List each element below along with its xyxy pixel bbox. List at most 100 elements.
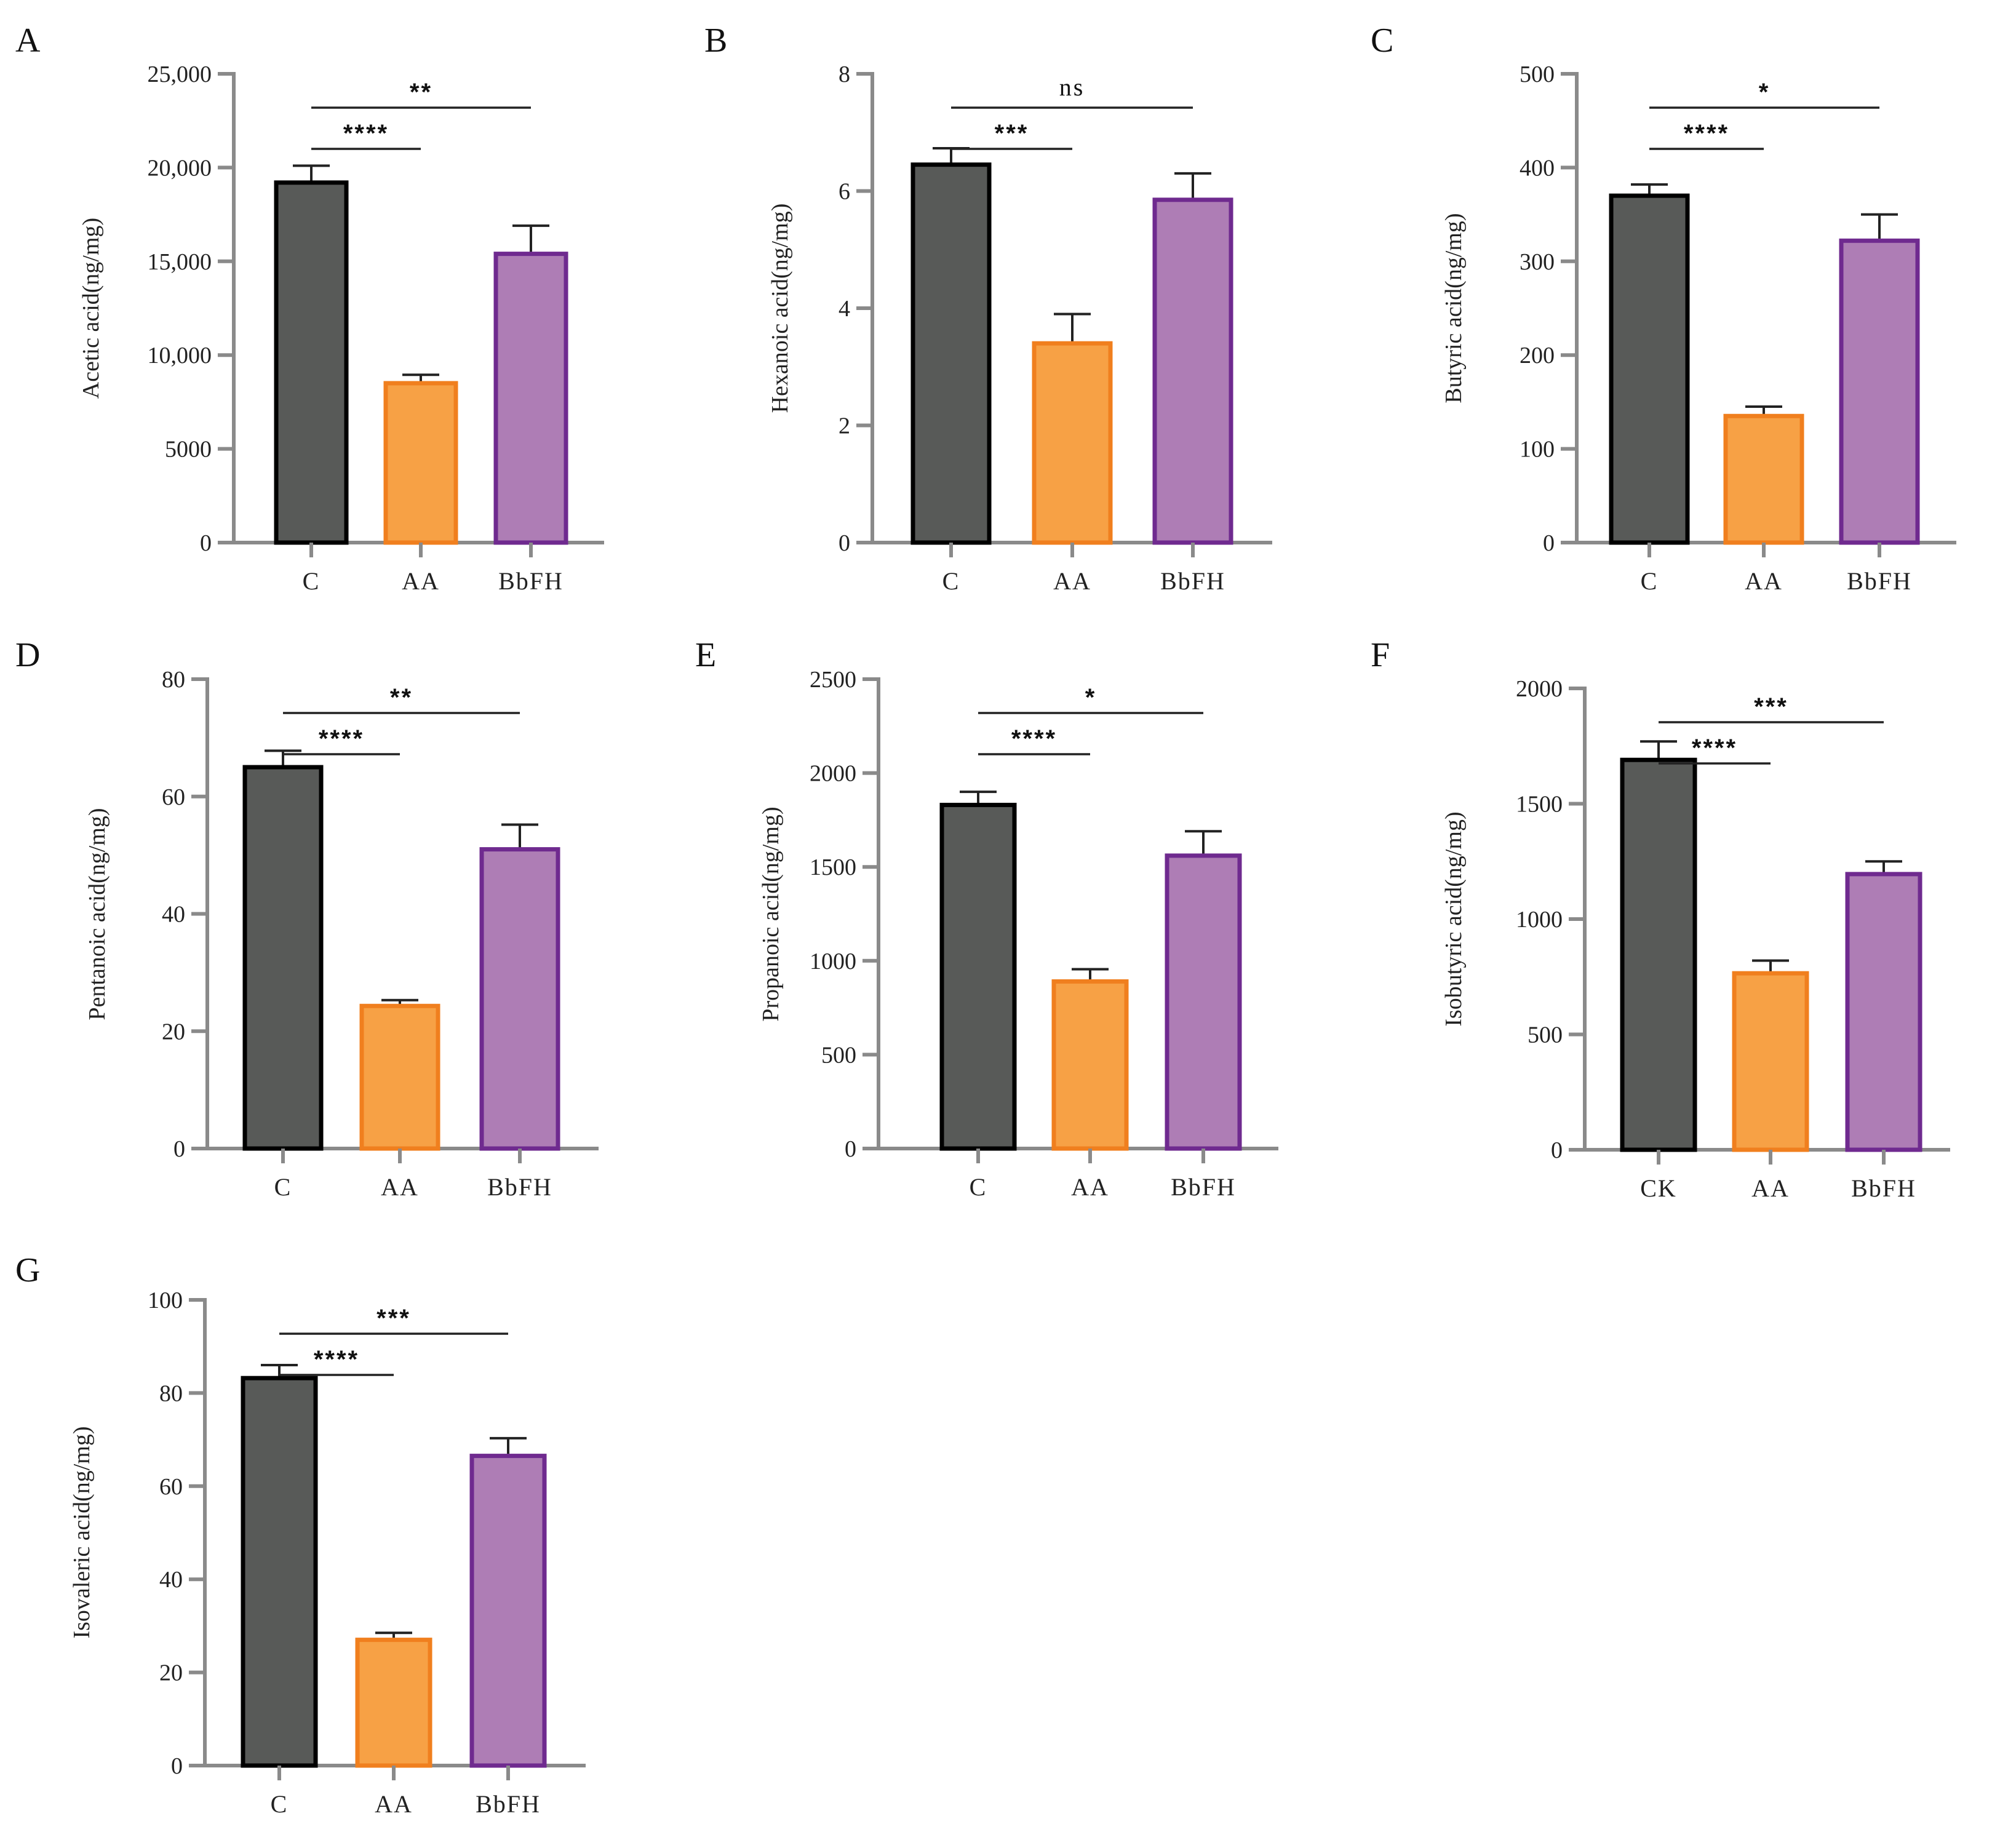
y-tick-label: 6 — [839, 179, 850, 205]
bar-bbfh — [1165, 853, 1242, 1151]
panel-letter: D — [15, 636, 40, 674]
panel-letter: C — [1371, 22, 1393, 60]
y-tick-label: 20,000 — [148, 155, 212, 181]
y-axis-title: Isovaleric acid(ng/mg) — [69, 1426, 95, 1638]
significance-label: **** — [314, 1346, 359, 1373]
y-tick-label: 0 — [1543, 530, 1555, 556]
y-tick-label: 500 — [1520, 62, 1555, 87]
x-tick-label: AA — [1053, 567, 1091, 595]
x-tick-label: AA — [375, 1790, 413, 1818]
significance-label: ** — [390, 684, 413, 711]
y-tick-label: 2500 — [810, 667, 856, 693]
x-tick-label: CK — [1640, 1174, 1677, 1202]
x-tick-label: C — [1641, 567, 1659, 595]
y-tick-label: 1000 — [810, 949, 856, 974]
y-tick-label: 2000 — [1516, 676, 1563, 702]
x-tick-label: AA — [402, 567, 440, 595]
y-tick-label: 400 — [1520, 155, 1555, 181]
bar-aa — [359, 1003, 440, 1151]
bar-bbfh — [469, 1454, 547, 1768]
bar-ck — [1620, 757, 1697, 1152]
y-tick-label: 15,000 — [148, 249, 212, 275]
significance-label: **** — [343, 120, 389, 147]
y-tick-label: 2 — [839, 413, 850, 439]
y-axis-title: Propanoic acid(ng/mg) — [758, 807, 784, 1021]
significance-label: **** — [1011, 725, 1057, 752]
x-tick-label: C — [271, 1790, 289, 1818]
panel-letter: A — [15, 22, 41, 60]
x-tick-label: BbFH — [476, 1790, 541, 1818]
bar-c — [274, 180, 349, 545]
y-axis-title: Hexanoic acid(ng/mg) — [767, 204, 793, 413]
bar-c — [910, 162, 992, 545]
panel-d: D 0 20 40 60 80 Pentanoic acid(ng/mg) C AA BbFH **… — [15, 636, 599, 1201]
y-tick-label: 100 — [148, 1288, 183, 1313]
significance-label: *** — [1754, 693, 1788, 720]
x-tick-label: C — [303, 567, 321, 595]
x-tick-label: BbFH — [487, 1173, 552, 1201]
panel-letter: B — [704, 22, 727, 60]
bar-c — [939, 802, 1017, 1151]
significance-label: * — [1759, 79, 1771, 106]
x-tick-label: AA — [1745, 567, 1783, 595]
y-axis-title: Acetic acid(ng/mg) — [78, 218, 104, 399]
bar-c — [241, 1376, 318, 1768]
y-tick-label: 80 — [162, 667, 185, 693]
y-tick-label: 25,000 — [148, 62, 212, 87]
y-tick-label: 40 — [162, 902, 185, 928]
x-tick-label: C — [274, 1173, 292, 1201]
y-tick-label: 500 — [1528, 1022, 1563, 1048]
y-tick-label: 1500 — [810, 854, 856, 880]
panel-c: C 0 100 200 300 400 500 Butyric acid(ng/mg) C AA B… — [1371, 22, 1956, 595]
y-tick-label: 1000 — [1516, 907, 1563, 933]
y-tick-label: 0 — [839, 530, 850, 556]
y-tick-label: 0 — [1551, 1137, 1563, 1163]
y-tick-label: 0 — [171, 1753, 183, 1779]
panel-e: E 0 500 1000 1500 2000 2500 Propanoic acid(ng/m… — [695, 636, 1278, 1201]
x-tick-label: C — [970, 1173, 987, 1201]
bar-aa — [355, 1638, 432, 1768]
x-tick-label: BbFH — [1171, 1173, 1236, 1201]
y-axis-title: Isobutyric acid(ng/mg) — [1441, 811, 1467, 1026]
y-tick-label: 5000 — [165, 437, 212, 463]
y-tick-label: 300 — [1520, 249, 1555, 275]
y-tick-label: 500 — [821, 1042, 856, 1068]
bar-c — [1609, 193, 1690, 545]
x-tick-label: BbFH — [498, 567, 564, 595]
panel-g: G 0 20 40 60 80 100 Isovaleric acid(ng/mg) C AA Bb… — [15, 1251, 586, 1818]
y-tick-label: 0 — [173, 1136, 185, 1162]
bar-bbfh — [1845, 872, 1922, 1152]
y-tick-label: 0 — [200, 530, 212, 556]
x-tick-label: BbFH — [1160, 567, 1225, 595]
bar-c — [242, 765, 324, 1151]
y-tick-label: 2000 — [810, 761, 856, 787]
y-tick-label: 0 — [845, 1136, 856, 1162]
bar-aa — [1032, 341, 1113, 545]
panel-letter: F — [1371, 636, 1390, 674]
panel-f: F 0 500 1000 1500 2000 Isobutyric acid(ng/mg) C… — [1371, 636, 1950, 1202]
bar-bbfh — [1839, 238, 1920, 545]
y-tick-label: 40 — [159, 1567, 183, 1593]
y-tick-label: 200 — [1520, 343, 1555, 368]
x-tick-label: AA — [381, 1173, 419, 1201]
panel-b: B 0 2 4 6 8 Hexanoic acid(ng/mg) C AA BbFH *** ns — [704, 22, 1272, 595]
y-axis-title: Pentanoic acid(ng/mg) — [84, 808, 110, 1020]
bar-aa — [383, 381, 458, 545]
significance-label: ** — [410, 79, 432, 106]
y-tick-label: 8 — [839, 62, 850, 87]
x-tick-label: C — [942, 567, 960, 595]
y-tick-label: 60 — [162, 784, 185, 810]
y-tick-label: 80 — [159, 1380, 183, 1406]
bar-bbfh — [1152, 197, 1233, 545]
significance-label: * — [1085, 684, 1097, 711]
significance-label: *** — [995, 120, 1029, 147]
bar-aa — [1723, 413, 1804, 545]
y-tick-label: 10,000 — [148, 343, 212, 368]
y-tick-label: 20 — [162, 1019, 185, 1045]
x-tick-label: BbFH — [1851, 1174, 1916, 1202]
y-tick-label: 100 — [1520, 437, 1555, 463]
bar-aa — [1051, 979, 1129, 1151]
significance-label: ns — [1059, 73, 1085, 101]
panel-a: A 0 5000 10,000 15,000 20,000 25,000 Acetic aci… — [15, 22, 604, 595]
